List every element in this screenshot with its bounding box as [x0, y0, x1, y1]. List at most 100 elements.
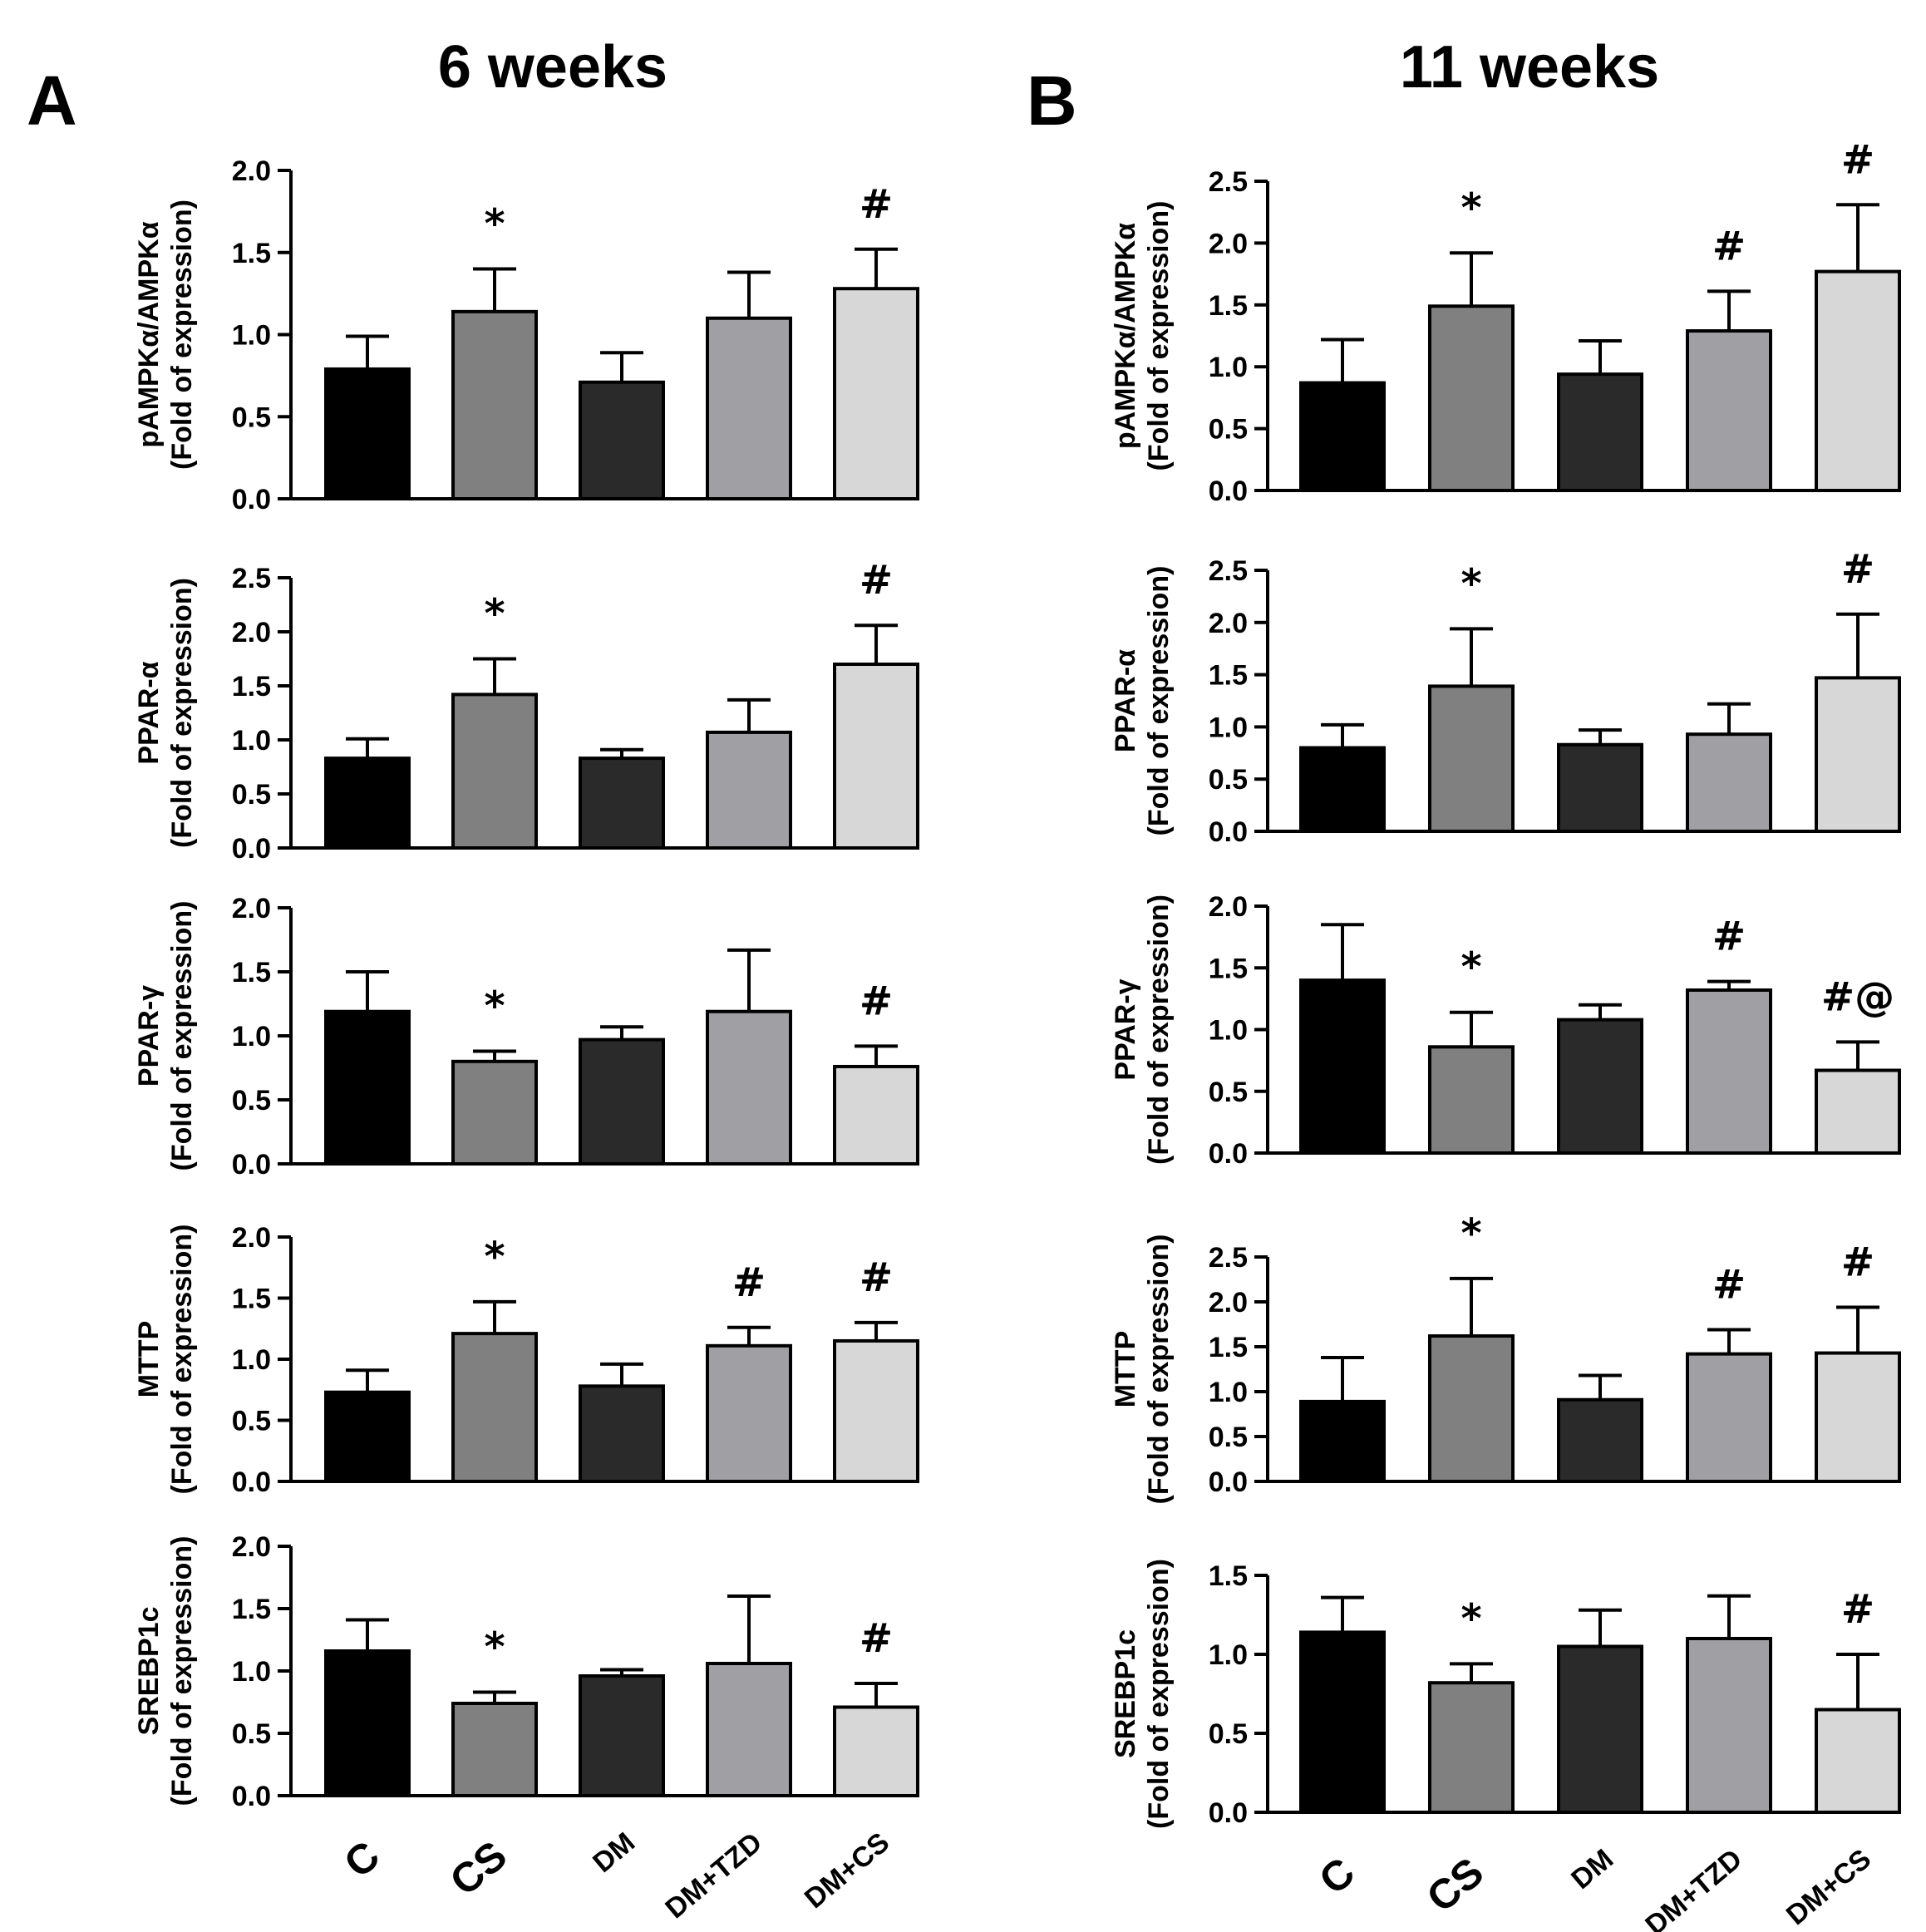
y-tick-label: 1.5	[1209, 290, 1248, 322]
y-tick-label: 0.0	[1209, 1138, 1248, 1170]
bar-c	[324, 1649, 411, 1797]
significance-marker: #	[1841, 1586, 1874, 1633]
bar-dm-cs	[1815, 1708, 1901, 1814]
panel-title-b: 11 weeks	[1400, 34, 1659, 101]
y-tick-label: 1.5	[1209, 1332, 1248, 1363]
y-tick-label: 1.0	[1209, 1015, 1248, 1047]
chart-b-4: 0.0 0.5 1.0 1.5 2.0 2.5 MTTP (Fold of expressio…	[1110, 1210, 1901, 1505]
bar-c	[1299, 1399, 1386, 1484]
y-axis-label: SREBP1c	[1110, 1629, 1141, 1758]
y-tick-label: 0.5	[232, 1406, 271, 1437]
bar-c	[324, 1390, 411, 1483]
y-tick-label: 1.5	[1209, 1560, 1248, 1592]
y-tick-label: 2.0	[1209, 608, 1248, 639]
y-axis-sublabel: (Fold of expression)	[166, 1225, 198, 1495]
y-axis-sublabel: (Fold of expression)	[166, 200, 198, 470]
bar-dm-tzd	[1686, 1352, 1772, 1484]
y-axis-label: PPAR-γ	[1110, 978, 1141, 1080]
bar-cs	[1428, 1045, 1515, 1156]
bar-cs	[451, 1332, 538, 1483]
y-axis-label: SREBP1c	[133, 1607, 165, 1736]
bar-cs	[1428, 684, 1515, 834]
chart-a-4: 0.0 0.5 1.0 1.5 2.0 MTTP (Fold of expression) *…	[133, 1222, 919, 1498]
y-axis-label: PPAR-γ	[133, 985, 165, 1087]
chart-b-5: 0.0 0.5 1.0 1.5 SREBP1c (Fold of expression) *…	[1110, 1559, 1901, 1932]
bar-dm	[579, 1674, 665, 1797]
y-tick-label: 2.0	[1209, 1287, 1248, 1318]
category-label: DM+CS	[1781, 1843, 1877, 1931]
bar-dm-tzd	[1686, 1637, 1772, 1814]
bar-dm-tzd	[1686, 329, 1772, 492]
y-tick-label: 2.5	[232, 563, 271, 594]
y-tick-label: 0.0	[1209, 816, 1248, 848]
y-tick-label: 1.5	[1209, 660, 1248, 692]
y-tick-label: 1.5	[1209, 953, 1248, 984]
y-tick-label: 0.5	[1209, 1422, 1248, 1453]
y-tick-label: 2.0	[232, 893, 271, 924]
bar-c	[324, 757, 411, 850]
panel-letter-a: A	[27, 62, 77, 140]
y-tick-label: 1.5	[232, 238, 271, 269]
y-tick-label: 1.0	[1209, 1377, 1248, 1408]
y-tick-label: 0.0	[232, 1466, 271, 1498]
bar-dm-cs	[1815, 676, 1901, 833]
significance-marker: #	[732, 1259, 766, 1306]
y-tick-label: 1.0	[1209, 1639, 1248, 1671]
chart-a-2: 0.0 0.5 1.0 1.5 2.0 2.5 PPAR-α (Fold of express…	[133, 557, 919, 865]
y-tick-label: 0.5	[232, 779, 271, 811]
bar-dm-tzd	[706, 1009, 792, 1166]
y-axis-label: MTTP	[133, 1321, 165, 1398]
bar-cs	[451, 1059, 538, 1166]
category-label: CS	[1418, 1849, 1492, 1922]
category-label: C	[335, 1832, 388, 1887]
bar-c	[1299, 1630, 1386, 1815]
y-tick-label: 0.5	[232, 402, 271, 433]
significance-marker: *	[1461, 1210, 1481, 1257]
bar-c	[324, 367, 411, 500]
significance-marker: #	[860, 557, 893, 604]
y-tick-label: 0.5	[1209, 1077, 1248, 1108]
y-axis-sublabel: (Fold of expression)	[166, 1536, 198, 1806]
y-tick-label: 0.5	[232, 1085, 271, 1116]
y-tick-label: 0.0	[232, 1781, 271, 1812]
y-axis-label: pAMPKα/AMPKα	[133, 221, 165, 447]
bar-dm-cs	[1815, 1068, 1901, 1156]
significance-marker: *	[1461, 560, 1481, 607]
y-tick-label: 0.0	[232, 833, 271, 865]
y-tick-label: 2.0	[1209, 891, 1248, 923]
significance-marker: *	[484, 1624, 505, 1671]
significance-marker: #	[1712, 223, 1746, 269]
y-axis-sublabel: (Fold of expression)	[1143, 201, 1175, 471]
y-tick-label: 1.5	[232, 1284, 271, 1315]
y-axis-sublabel: (Fold of expression)	[1143, 1235, 1175, 1505]
significance-marker: *	[484, 1234, 505, 1280]
y-tick-label: 1.0	[232, 1656, 271, 1688]
bar-dm-tzd	[1686, 988, 1772, 1155]
y-tick-label: 2.0	[232, 155, 271, 187]
panel-letter-b: B	[1027, 62, 1077, 140]
category-label: DM	[587, 1826, 641, 1879]
category-label: CS	[441, 1832, 515, 1905]
category-label: DM+TZD	[1639, 1843, 1748, 1932]
bar-dm	[1557, 1018, 1643, 1155]
bar-dm	[1557, 742, 1643, 834]
y-axis-label: MTTP	[1110, 1331, 1141, 1408]
y-tick-label: 2.5	[1209, 555, 1248, 587]
bar-dm-cs	[833, 1064, 919, 1166]
bar-c	[1299, 746, 1386, 834]
y-tick-label: 0.5	[1209, 1718, 1248, 1750]
bar-dm	[579, 757, 665, 850]
significance-marker: #	[1712, 914, 1746, 960]
y-tick-label: 0.0	[1209, 476, 1248, 507]
significance-marker: *	[484, 201, 505, 248]
y-tick-label: 1.0	[232, 725, 271, 757]
y-tick-label: 1.0	[232, 320, 271, 352]
chart-a-5: 0.0 0.5 1.0 1.5 2.0 SREBP1c (Fold of expressio…	[133, 1531, 919, 1925]
bar-dm	[579, 380, 665, 500]
y-axis-sublabel: (Fold of expression)	[1143, 566, 1175, 836]
y-tick-label: 2.5	[1209, 166, 1248, 198]
chart-b-2: 0.0 0.5 1.0 1.5 2.0 2.5 PPAR-α (Fold of express…	[1110, 546, 1901, 848]
y-tick-label: 1.5	[232, 1594, 271, 1625]
